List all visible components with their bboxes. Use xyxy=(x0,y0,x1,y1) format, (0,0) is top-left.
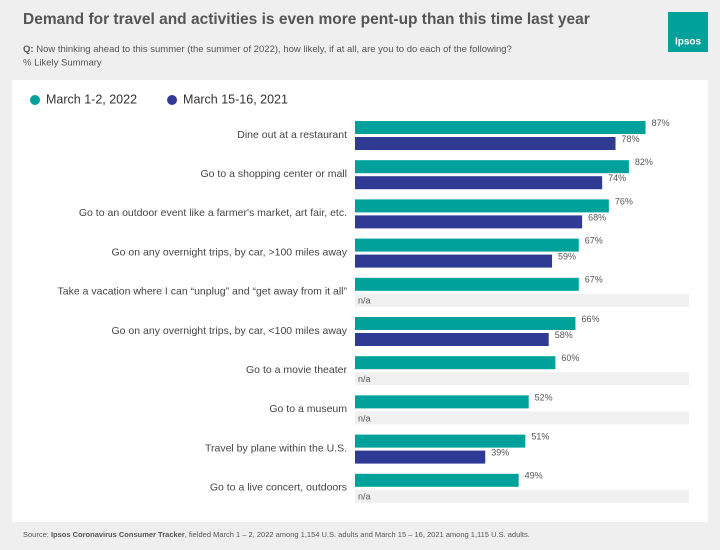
value-label: 68% xyxy=(588,212,606,222)
value-label: n/a xyxy=(358,492,371,502)
source: Source: Ipsos Coronavirus Consumer Track… xyxy=(23,530,530,539)
logo xyxy=(668,12,708,52)
bar xyxy=(355,395,529,409)
value-label: n/a xyxy=(358,374,371,384)
legend-swatch xyxy=(167,95,178,105)
bar xyxy=(355,215,583,229)
legend-swatch xyxy=(30,95,40,105)
bar xyxy=(355,317,576,330)
value-label: 67% xyxy=(585,275,603,285)
na-bar xyxy=(355,489,689,503)
category-label: Go to a shopping center or mall xyxy=(201,168,348,180)
bar xyxy=(355,121,646,134)
category-label: Travel by plane within the U.S. xyxy=(205,442,347,454)
chart-title: Demand for travel and activities is even… xyxy=(23,11,590,28)
value-label: 59% xyxy=(558,251,576,261)
value-label: n/a xyxy=(358,413,371,423)
category-label: Go to an outdoor event like a farmer's m… xyxy=(79,207,347,219)
value-label: 87% xyxy=(652,118,670,128)
category-label: Take a vacation where I can “unplug” and… xyxy=(58,286,348,298)
question-label: Q: xyxy=(23,44,34,55)
bar xyxy=(355,176,603,190)
category-label: Go to a live concert, outdoors xyxy=(210,482,347,494)
source-name: Ipsos Coronavirus Consumer Tracker xyxy=(51,530,185,539)
na-bar xyxy=(355,372,689,386)
value-label: 78% xyxy=(622,134,640,144)
bar xyxy=(355,199,609,213)
value-label: 60% xyxy=(561,353,579,363)
bar xyxy=(355,137,616,150)
value-label: 52% xyxy=(535,392,553,402)
value-label: 66% xyxy=(581,314,599,324)
legend-label: March 1-2, 2022 xyxy=(46,92,137,106)
bar xyxy=(355,254,553,268)
bar xyxy=(355,238,579,252)
source-text: , fielded March 1 – 2, 2022 among 1,154 … xyxy=(185,530,530,539)
bar xyxy=(355,356,556,370)
value-label: 58% xyxy=(555,330,573,340)
category-label: Go to a movie theater xyxy=(246,364,347,376)
source-label: Source: xyxy=(23,530,49,539)
na-bar xyxy=(355,293,689,307)
bar xyxy=(355,277,579,291)
question: Q: Now thinking ahead to this summer (th… xyxy=(23,44,512,55)
category-label: Dine out at a restaurant xyxy=(237,129,347,141)
value-label: n/a xyxy=(358,296,371,306)
bar xyxy=(355,160,629,174)
value-label: 49% xyxy=(525,471,543,481)
value-label: 67% xyxy=(585,235,603,245)
question-text: Now thinking ahead to this summer (the s… xyxy=(36,44,512,55)
category-label: Go on any overnight trips, by car, <100 … xyxy=(112,325,348,337)
value-label: 39% xyxy=(491,447,509,457)
subtitle: % Likely Summary xyxy=(23,58,102,69)
category-label: Go to a museum xyxy=(269,403,347,415)
bar xyxy=(355,333,549,346)
category-label: Go on any overnight trips, by car, >100 … xyxy=(112,246,348,258)
na-bar xyxy=(355,411,689,425)
value-label: 76% xyxy=(615,196,633,206)
logo-text: Ipsos xyxy=(675,37,702,48)
bar xyxy=(355,473,519,487)
value-label: 74% xyxy=(608,173,626,183)
value-label: 82% xyxy=(635,157,653,167)
bar xyxy=(355,434,526,448)
bar xyxy=(355,450,486,464)
value-label: 51% xyxy=(531,431,549,441)
legend-label: March 15-16, 2021 xyxy=(183,92,288,106)
